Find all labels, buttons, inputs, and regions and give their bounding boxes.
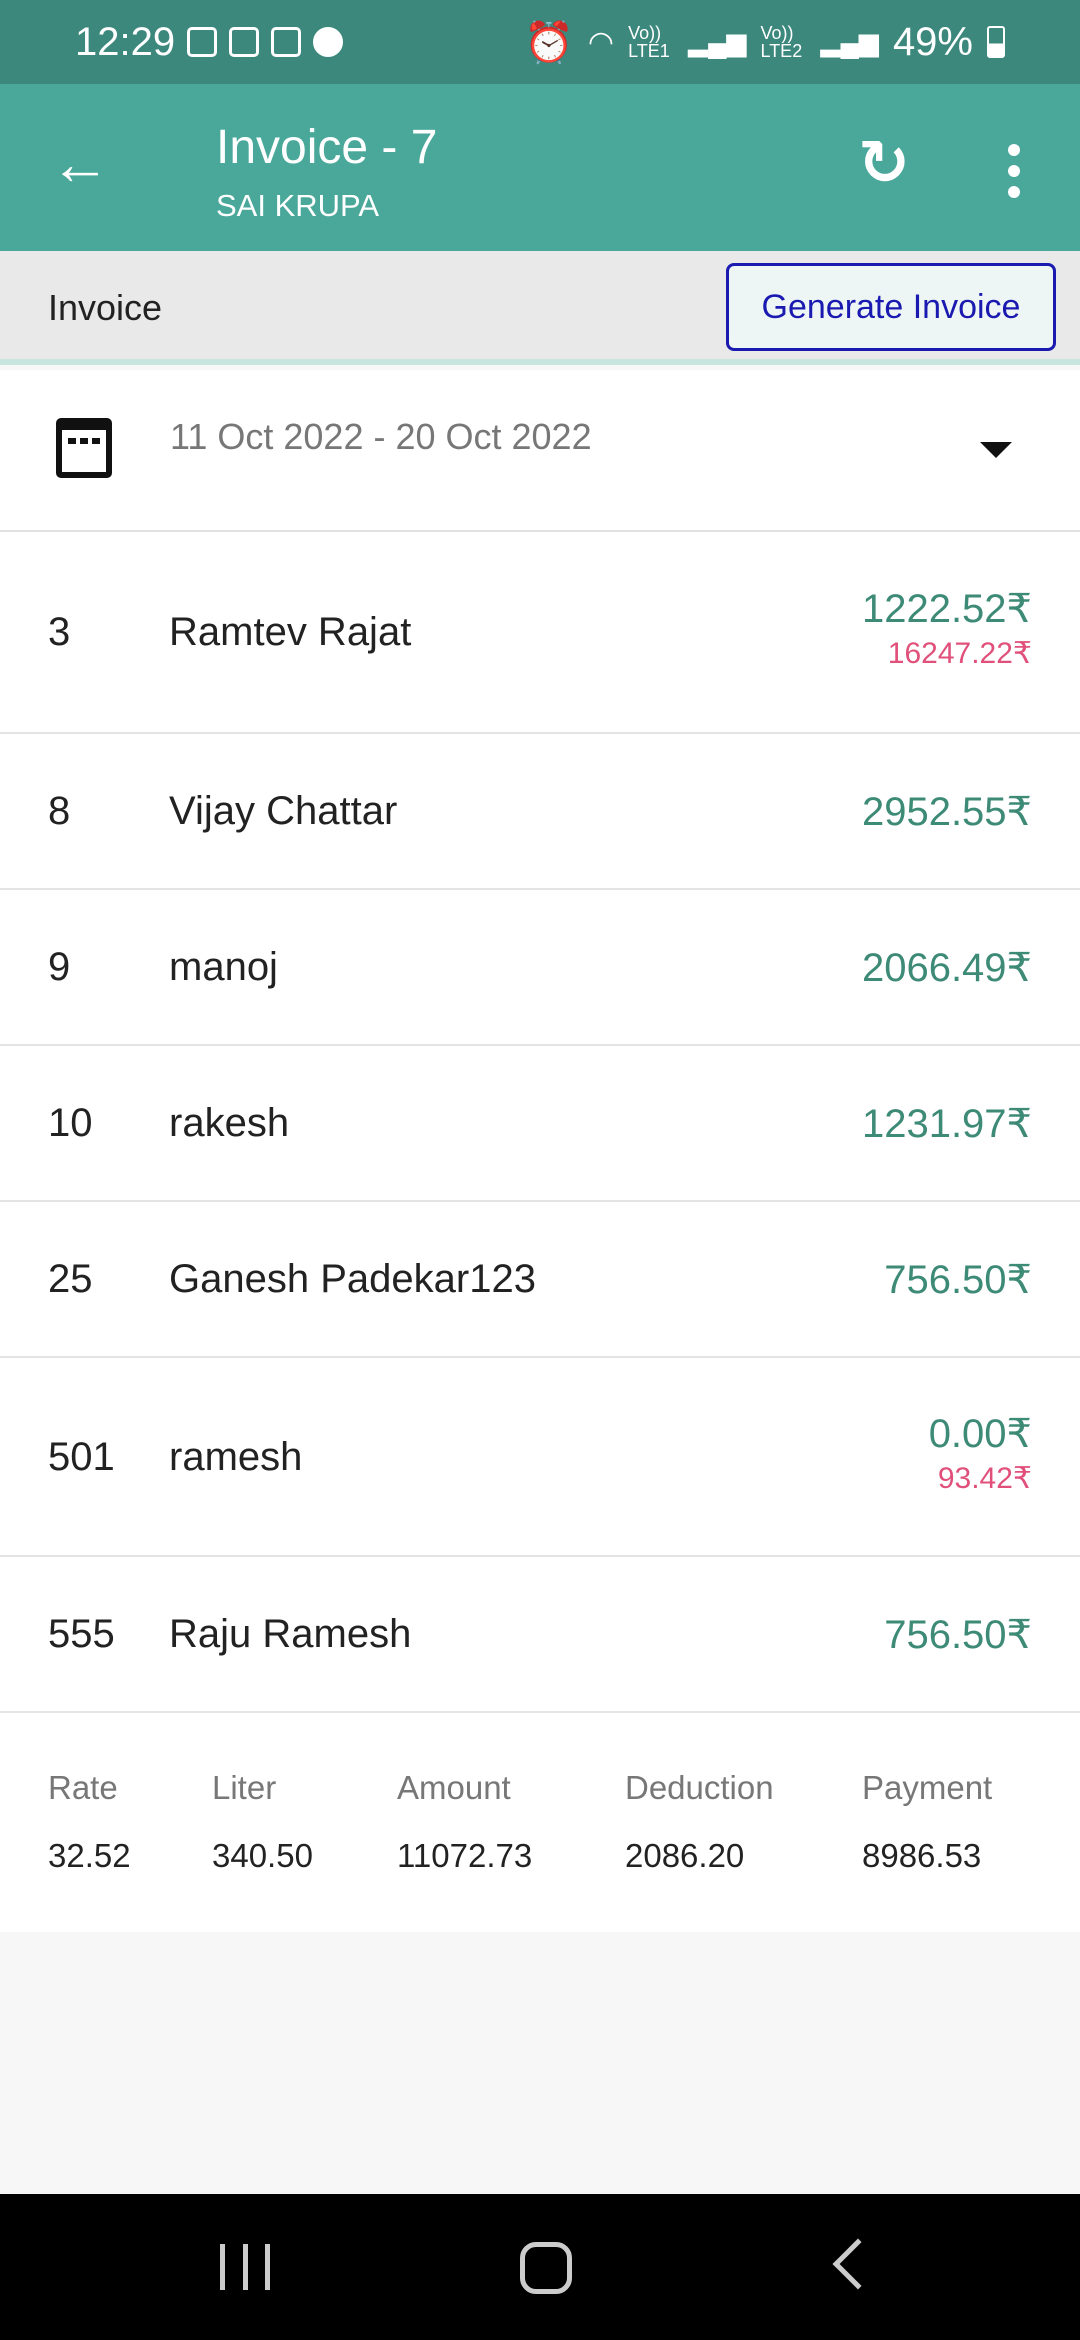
page-title: Invoice - 7 [216, 121, 438, 174]
row-amount: 1222.52₹ [861, 587, 1032, 631]
row-number: 3 [48, 610, 71, 654]
table-row[interactable]: 501 ramesh 0.00₹ 93.42₹ [0, 1358, 1080, 1557]
row-name: Raju Ramesh [169, 1612, 412, 1656]
summary-value: 8986.53 [862, 1837, 982, 1874]
summary-label: Payment [862, 1769, 993, 1806]
wifi-icon: ◠ [587, 25, 615, 59]
row-number: 555 [48, 1612, 115, 1656]
signal2-icon: ▂▄▆ [820, 26, 879, 57]
table-row[interactable]: 25 Ganesh Padekar123 756.50₹ [0, 1202, 1080, 1358]
app-bar: ← Invoice - 7 SAI KRUPA ↻ [0, 84, 1080, 251]
row-number: 8 [48, 789, 71, 833]
generate-invoice-button[interactable]: Generate Invoice [726, 263, 1056, 351]
row-name: Vijay Chattar [169, 789, 398, 833]
row-name: Ramtev Rajat [169, 610, 412, 654]
summary-deduction: Deduction 2086.20 [625, 1769, 774, 1875]
navigation-bar [0, 2194, 1080, 2340]
network1-label: Vo)) LTE1 [628, 23, 670, 61]
row-amounts: 1222.52₹ 16247.22₹ [862, 586, 1032, 671]
page-subtitle: SAI KRUPA [216, 188, 380, 223]
row-amounts: 2066.49₹ [862, 945, 1032, 991]
table-row[interactable]: 555 Raju Ramesh 756.50₹ [0, 1557, 1080, 1713]
summary-label: Amount [397, 1769, 511, 1806]
table-row[interactable]: 10 rakesh 1231.97₹ [0, 1046, 1080, 1202]
date-range-selector[interactable]: 11 Oct 2022 - 20 Oct 2022 [0, 370, 1080, 532]
status-bar: 12:29 ⏰ ◠ Vo)) LTE1 ▂▄▆ Vo)) LTE2 ▂▄▆ 49… [0, 0, 1080, 84]
row-number: 10 [48, 1101, 93, 1145]
row-name: rakesh [169, 1101, 290, 1145]
row-amounts: 0.00₹ 93.42₹ [929, 1411, 1032, 1496]
summary-panel: Rate 32.52 Liter 340.50 Amount 11072.73 Deduct… [0, 1713, 1080, 1932]
summary-liter: Liter 340.50 [212, 1769, 313, 1875]
summary-payment: Payment 8986.53 [862, 1769, 992, 1875]
clock: 12:29 [75, 19, 176, 64]
row-amount: 1231.97₹ [861, 1102, 1032, 1146]
row-amount: 2952.55₹ [861, 790, 1032, 834]
summary-label: Rate [48, 1769, 118, 1806]
row-secondary-amount: 93.42₹ [937, 1461, 1032, 1495]
summary-label: Deduction [625, 1769, 774, 1806]
calendar-icon [56, 418, 112, 478]
row-number: 501 [48, 1434, 115, 1479]
chat-notification-icon [271, 27, 302, 57]
battery-percent: 49% [892, 19, 973, 64]
row-amount: 756.50₹ [884, 1258, 1032, 1302]
row-amount: 0.00₹ [928, 1411, 1032, 1456]
row-number: 25 [48, 1257, 93, 1301]
alarm-icon: ⏰ [524, 20, 574, 65]
summary-value: 11072.73 [397, 1837, 533, 1874]
date-range-value: 11 Oct 2022 - 20 Oct 2022 [170, 416, 592, 457]
row-name: Ganesh Padekar123 [169, 1257, 536, 1301]
gallery-notification-icon [229, 27, 260, 57]
row-name: ramesh [169, 1434, 303, 1479]
task-notification-icon [187, 27, 218, 57]
network2-label: Vo)) LTE2 [760, 23, 803, 61]
summary-value: 32.52 [48, 1837, 131, 1874]
refresh-icon[interactable]: ↻ [858, 129, 910, 198]
summary-amount: Amount 11072.73 [397, 1769, 532, 1875]
row-amount: 2066.49₹ [861, 946, 1032, 990]
invoice-list: 3 Ramtev Rajat 1222.52₹ 16247.22₹ 8 Vija… [0, 532, 1080, 1713]
phone-notification-icon [313, 27, 344, 57]
dropdown-arrow-icon[interactable] [980, 442, 1012, 458]
home-icon[interactable] [520, 2242, 572, 2294]
row-amounts: 1231.97₹ [862, 1101, 1032, 1147]
row-secondary-amount: 16247.22₹ [887, 637, 1032, 670]
nav-back-icon[interactable] [832, 2238, 884, 2290]
back-arrow-icon[interactable]: ← [50, 130, 110, 197]
section-label: Invoice [48, 287, 163, 328]
table-row[interactable]: 8 Vijay Chattar 2952.55₹ [0, 734, 1080, 890]
row-amounts: 756.50₹ [884, 1257, 1032, 1303]
battery-icon [987, 26, 1005, 58]
row-number: 9 [48, 945, 71, 989]
signal1-icon: ▂▄▆ [688, 26, 747, 57]
summary-label: Liter [212, 1769, 277, 1806]
summary-value: 2086.20 [625, 1837, 745, 1874]
row-amounts: 2952.55₹ [862, 789, 1032, 835]
more-options-icon[interactable] [990, 144, 1038, 198]
table-row[interactable]: 9 manoj 2066.49₹ [0, 890, 1080, 1046]
row-amounts: 756.50₹ [884, 1612, 1032, 1658]
row-amount: 756.50₹ [884, 1613, 1032, 1657]
invoice-subheader: Invoice Generate Invoice [0, 251, 1080, 365]
row-name: manoj [169, 945, 278, 989]
recent-apps-icon[interactable] [220, 2244, 270, 2290]
table-row[interactable]: 3 Ramtev Rajat 1222.52₹ 16247.22₹ [0, 532, 1080, 734]
summary-value: 340.50 [212, 1837, 313, 1874]
summary-rate: Rate 32.52 [48, 1769, 131, 1875]
